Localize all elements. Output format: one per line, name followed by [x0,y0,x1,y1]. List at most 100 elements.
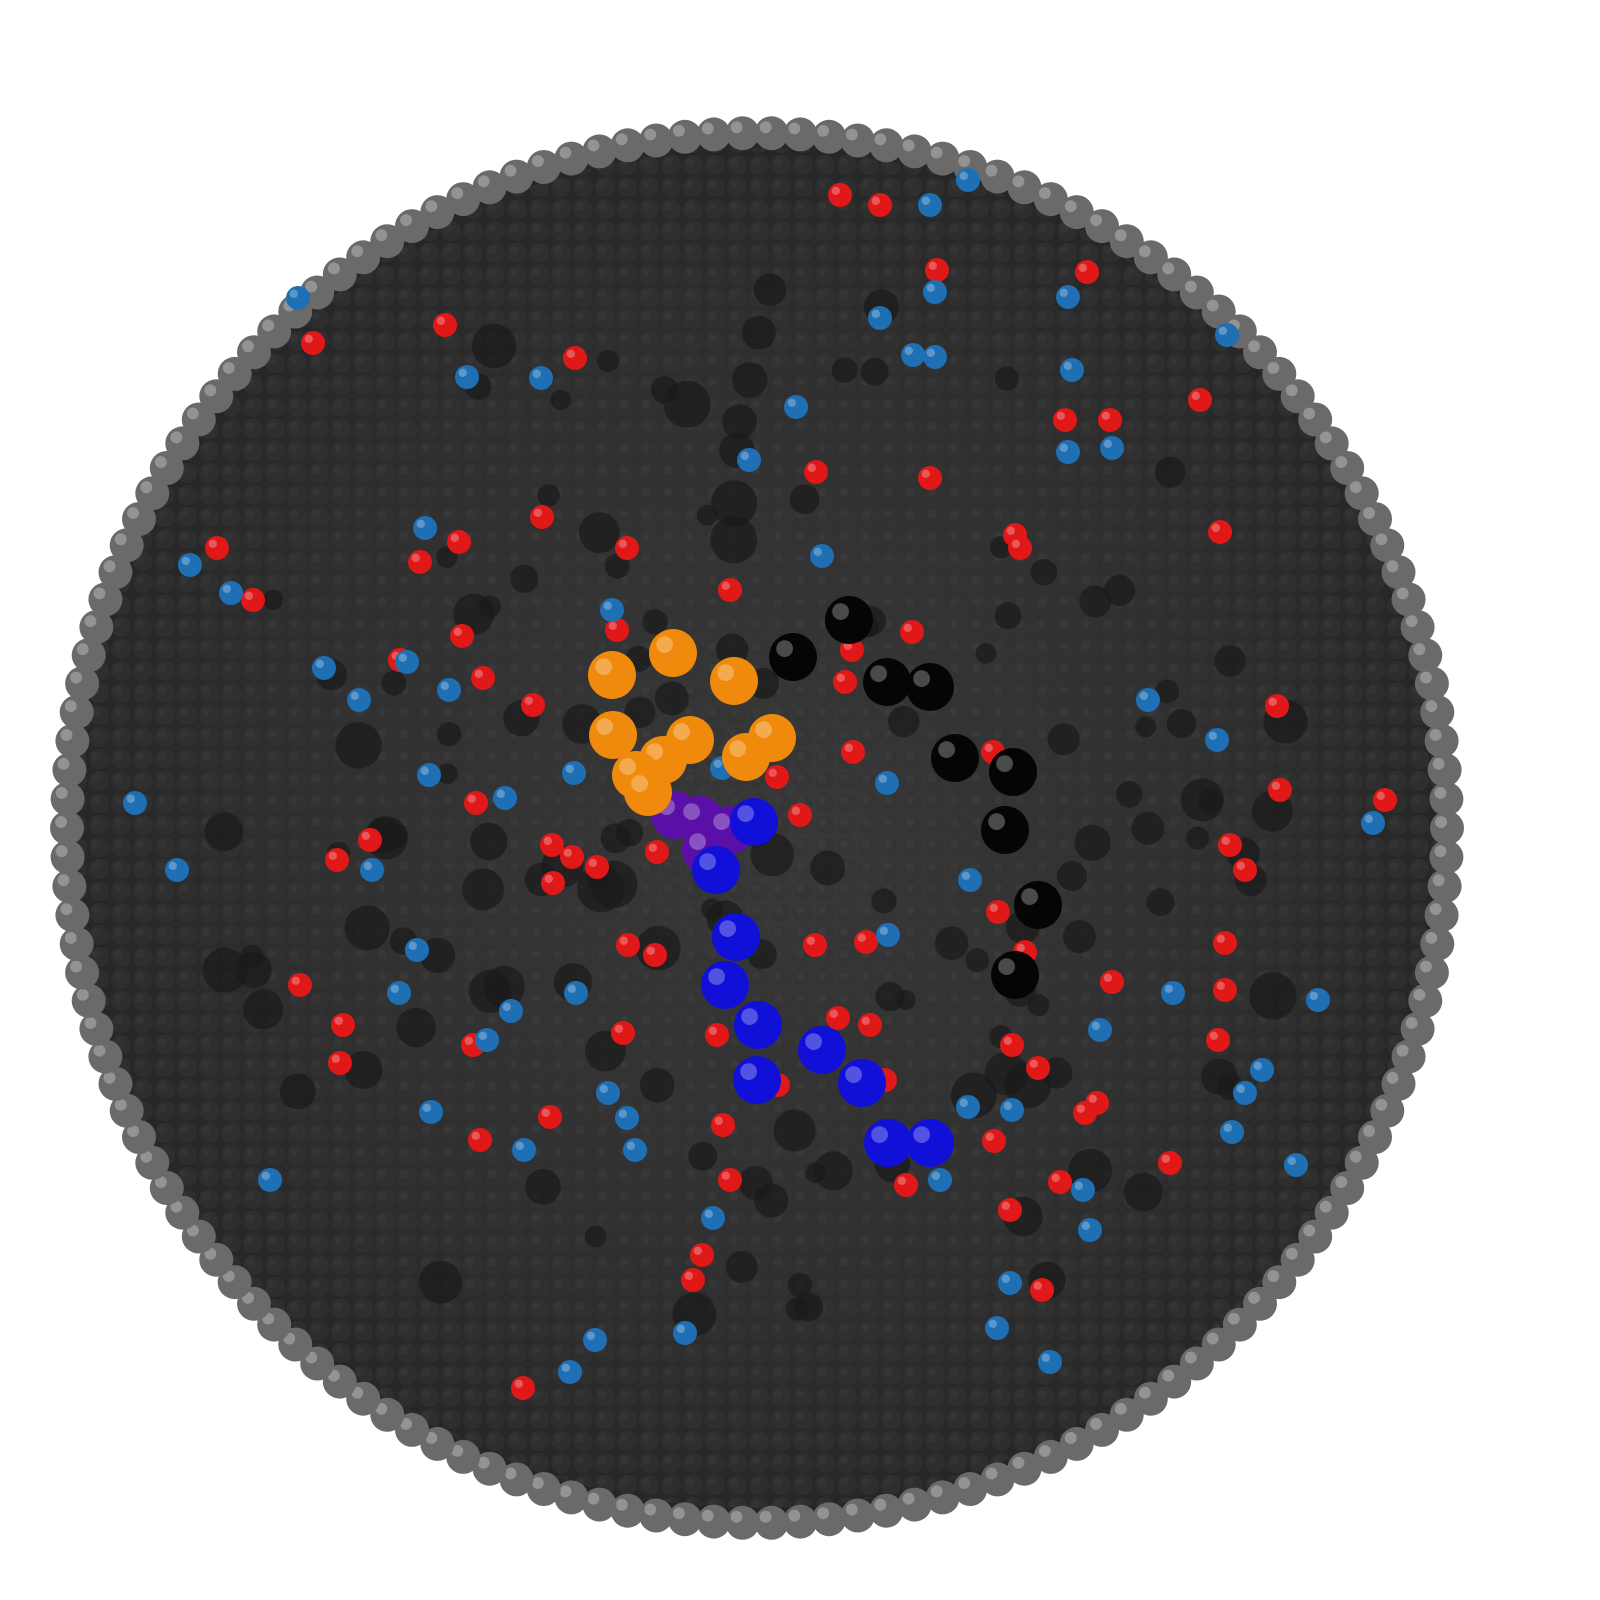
rim-bead [1262,1265,1297,1300]
rim-bead [1007,1451,1042,1486]
light-blue-particle [219,581,243,605]
red-particle [982,1129,1006,1153]
rim-bead [1085,209,1119,244]
red-particle [718,578,742,602]
rim-bead [1370,528,1405,563]
light-blue-particle [1060,358,1084,382]
shadow-bead [240,944,264,968]
light-blue-particle [868,306,892,330]
shadow-bead [888,705,920,738]
red-particle [1158,1151,1182,1175]
rim-bead [1344,476,1379,511]
shadow-bead [794,1292,824,1322]
rim-bead [783,117,818,152]
shadow-bead [537,484,560,507]
light-blue-particle [784,395,808,419]
shadow-bead [831,357,858,383]
rim-bead [1358,502,1392,536]
light-blue-particle [701,1206,725,1230]
red-particle [468,1128,492,1152]
light-blue-particle [413,516,437,540]
red-particle [241,588,265,612]
shadow-bead [994,366,1019,391]
light-blue-particle [1078,1218,1102,1242]
rim-bead [1109,224,1144,259]
rim-bead [88,1039,123,1074]
red-particle [541,871,565,895]
shadow-bead [711,480,758,527]
red-particle [328,1051,352,1075]
shadow-bead [1124,1172,1163,1212]
red-particle [833,670,857,694]
light-blue-particle [956,168,980,192]
red-particle [1218,833,1242,857]
light-blue-particle [928,1168,952,1192]
red-particle [918,466,942,490]
shadow-bead [1062,920,1096,954]
light-blue-particle [876,923,900,947]
red-particle [563,346,587,370]
red-particle [1075,260,1099,284]
rim-bead [1424,898,1459,933]
light-blue-particle [1306,988,1330,1012]
rim-bead [199,379,234,414]
red-particle [1265,694,1289,718]
rim-bead [1059,1426,1094,1461]
light-blue-particle [810,544,834,568]
rim-bead [135,476,170,511]
rim-bead [897,1487,932,1522]
rim-bead [1007,170,1042,205]
red-particle [1098,408,1122,432]
light-blue-particle [1205,728,1229,752]
rim-bead [897,134,932,169]
light-blue-particle [512,1138,536,1162]
red-particles [205,183,1397,1400]
light-blue-particle [1071,1178,1095,1202]
shadow-bead [525,1168,561,1205]
shadow-bead [462,868,504,911]
rim-bead [346,240,381,275]
rim-bead [869,1493,904,1528]
red-particle [605,618,629,642]
red-particle [1053,408,1077,432]
rim-bead [1420,926,1455,961]
light-blue-particle [455,365,479,389]
black-chain-bead [931,734,979,782]
rim-bead [50,781,85,816]
rim-bead [1414,666,1449,701]
black-chain-bead [906,663,954,711]
red-particle [998,1198,1022,1222]
shadow-bead [470,822,508,861]
shadow-bead [1155,679,1180,704]
rim-bead [109,1093,144,1128]
red-particle [828,183,852,207]
shadow-bead [1047,723,1080,756]
rim-bead [1059,195,1094,230]
shadow-bead [579,512,620,554]
rim-bead [55,898,90,933]
black-chain-bead [769,633,817,681]
light-blue-particle [623,1138,647,1162]
black-chain-bead [989,748,1037,796]
red-particle [681,1268,705,1292]
rim-bead [65,955,100,990]
rim-bead [1033,182,1068,217]
rim-bead [840,1498,875,1533]
light-blue-particle [1056,285,1080,309]
red-particle [925,258,949,282]
rim-bead [1201,1327,1236,1362]
rim-bead [98,555,133,590]
red-particle [471,666,495,690]
rim-bead [754,116,789,151]
rim-bead [122,502,156,536]
shadow-bead [1214,645,1246,677]
rim-bead [1420,695,1455,730]
rim-bead [582,134,617,169]
light-blue-particle [1161,981,1185,1005]
rim-bead [980,159,1015,194]
light-blue-particle [347,688,371,712]
light-blue-particle [1220,1120,1244,1144]
shadow-bead [810,850,846,886]
light-blue-particle [923,345,947,369]
shadow-bead [1198,788,1223,813]
